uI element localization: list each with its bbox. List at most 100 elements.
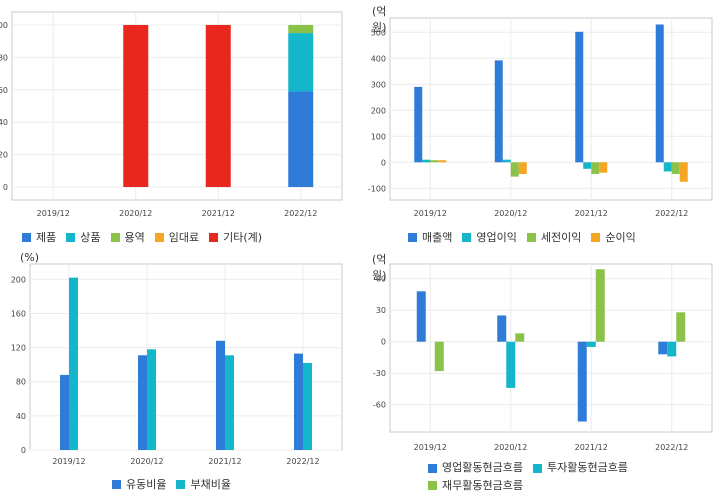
bar-재무활동현금흐름 xyxy=(595,269,605,342)
legend-label: 부채비율 xyxy=(190,478,231,491)
bar-재무활동현금흐름 xyxy=(676,312,686,342)
x-tick-label: 2020/12 xyxy=(494,443,527,452)
legend-label: 기타(계) xyxy=(223,231,263,244)
y-tick-label: 0 xyxy=(3,183,8,192)
bar-순이익 xyxy=(438,160,447,163)
cashflow-unit-label: (억원) xyxy=(372,253,387,282)
bar-영업이익 xyxy=(502,159,511,163)
legend-item: 영업활동현금흐름 xyxy=(428,460,523,476)
legend-swatch xyxy=(22,232,31,242)
bar-영업활동현금흐름 xyxy=(497,315,507,342)
legend-swatch xyxy=(428,481,437,490)
x-tick-label: 2020/12 xyxy=(119,209,152,218)
legend-swatch xyxy=(526,232,536,242)
sales-mix-legend: 제품 상품 용역 임대료 기타(계) xyxy=(22,229,272,245)
bar-투자활동현금흐름 xyxy=(586,341,596,347)
y-tick-label: 40 xyxy=(0,118,8,127)
x-tick-label: 2022/12 xyxy=(284,209,317,218)
cashflow-chart: -60 -30 0 30 60 2019/12 2020/12 2021/12 2022/12 xyxy=(373,263,713,452)
legend-item: 순이익 xyxy=(591,229,636,245)
bar-부채비율 xyxy=(225,355,234,450)
legend-swatch xyxy=(209,232,219,242)
y-tick-label: 160 xyxy=(11,309,26,318)
y-tick-label: 60 xyxy=(376,275,386,284)
x-tick-label: 2021/12 xyxy=(575,443,608,452)
legend-label: 재무활동현금흐름 xyxy=(442,478,523,492)
plot-area xyxy=(11,11,343,201)
profit-unit-label: (억원) xyxy=(372,5,387,34)
y-tick-label: 100 xyxy=(371,132,386,141)
bar-유동비율 xyxy=(294,353,303,450)
bar-세전이익 xyxy=(591,162,600,174)
bar-세전이익 xyxy=(510,162,519,177)
legend-label: 임대료 xyxy=(168,231,200,244)
y-tick-label: -100 xyxy=(368,184,386,193)
bar-영업이익 xyxy=(663,162,672,172)
bar-상품 xyxy=(288,33,314,92)
legend-swatch xyxy=(591,232,601,242)
x-tick-label: 2021/12 xyxy=(575,209,608,218)
bar-유동비율 xyxy=(138,355,147,450)
x-tick-label: 2022/12 xyxy=(655,443,688,452)
y-tick-label: 0 xyxy=(381,338,386,347)
bar-매출액 xyxy=(575,31,584,163)
profit-chart: -100 0 100 200 300 400 500 2019/12 2020/12 2021/1… xyxy=(368,17,713,218)
legend-swatch xyxy=(112,479,121,489)
legend-item: 재무활동현금흐름 xyxy=(428,478,523,494)
y-tick-label: 500 xyxy=(371,28,386,37)
x-tick-label: 2019/12 xyxy=(37,209,70,218)
bar-매출액 xyxy=(494,60,503,163)
y-tick-label: -60 xyxy=(373,401,386,410)
y-tick-label: 120 xyxy=(11,344,26,353)
x-tick-label: 2019/12 xyxy=(414,443,447,452)
legend-label: 순이익 xyxy=(605,231,636,244)
legend-item: 기타(계) xyxy=(209,229,262,245)
legend-item: 제품 xyxy=(22,229,56,245)
bar-제품 xyxy=(288,91,314,188)
legend-label: 용역 xyxy=(124,231,145,244)
legend-item: 영업이익 xyxy=(462,229,517,245)
ratios-unit-label: (%) xyxy=(20,251,40,264)
legend-label: 투자활동현금흐름 xyxy=(546,461,628,474)
y-tick-label: 40 xyxy=(16,412,26,421)
bar-영업활동현금흐름 xyxy=(416,291,426,342)
bar-영업이익 xyxy=(422,159,431,163)
x-tick-label: 2021/12 xyxy=(202,209,235,218)
bar-영업활동현금흐름 xyxy=(577,341,587,422)
bar-기타(계) xyxy=(123,24,149,188)
legend-swatch xyxy=(66,232,76,242)
bar-재무활동현금흐름 xyxy=(515,333,525,342)
bar-매출액 xyxy=(414,86,423,163)
x-tick-label: 2019/12 xyxy=(52,457,85,466)
y-tick-label: 20 xyxy=(0,151,8,160)
bar-부채비율 xyxy=(69,277,78,450)
bar-유동비율 xyxy=(60,374,69,450)
bar-순이익 xyxy=(599,162,608,173)
bar-순이익 xyxy=(679,162,688,182)
legend-item: 투자활동현금흐름 xyxy=(532,460,628,476)
bar-재무활동현금흐름 xyxy=(434,341,444,372)
x-tick-label: 2021/12 xyxy=(208,457,241,466)
bar-부채비율 xyxy=(147,349,156,450)
legend-item: 매출액 xyxy=(408,229,452,245)
x-tick-label: 2022/12 xyxy=(655,209,688,218)
bar-영업이익 xyxy=(583,162,592,169)
legend-label: 상품 xyxy=(80,231,101,244)
legend-label: 유동비율 xyxy=(126,478,167,491)
bar-유동비율 xyxy=(216,340,225,450)
legend-swatch xyxy=(462,232,472,242)
y-tick-label: 400 xyxy=(371,54,386,63)
y-tick-label: 30 xyxy=(376,306,386,315)
legend-swatch xyxy=(408,232,417,242)
x-tick-label: 2022/12 xyxy=(286,457,319,466)
legend-swatch xyxy=(154,232,164,242)
y-tick-label: -30 xyxy=(373,369,386,378)
y-tick-label: 60 xyxy=(0,86,8,95)
y-tick-label: 200 xyxy=(371,106,386,115)
legend-item: 부채비율 xyxy=(176,476,231,492)
bar-세전이익 xyxy=(430,160,439,163)
plot-area xyxy=(29,263,343,451)
ratios-chart: 0 40 80 120 160 200 2019/12 2020/12 2021/12 2022/… xyxy=(11,263,343,466)
legend-label: 세전이익 xyxy=(540,231,582,244)
